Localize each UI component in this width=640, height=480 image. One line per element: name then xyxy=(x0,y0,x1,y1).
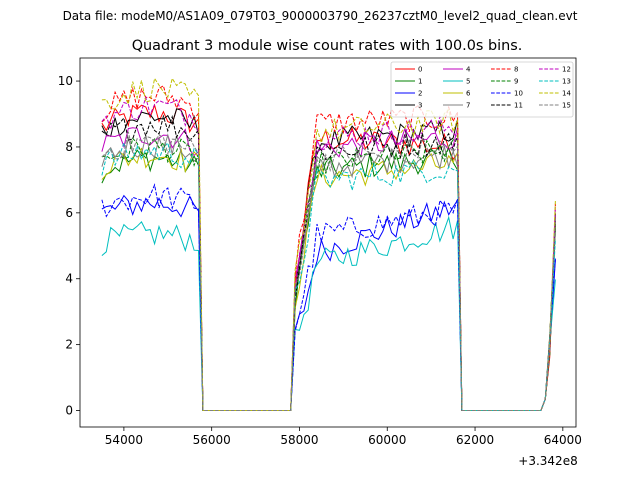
suptitle: Data file: modeM0/AS1A09_079T03_90000037… xyxy=(63,9,578,23)
y-tick-label: 4 xyxy=(65,272,73,286)
x-tick-label: 58000 xyxy=(280,433,318,447)
x-tick-label: 62000 xyxy=(456,433,494,447)
legend-label-10: 10 xyxy=(514,90,523,98)
x-tick-label: 60000 xyxy=(368,433,406,447)
legend-label-9: 9 xyxy=(514,78,518,86)
legend-label-0: 0 xyxy=(418,66,422,74)
x-tick-label: 64000 xyxy=(544,433,582,447)
y-tick-label: 10 xyxy=(58,74,73,88)
y-tick-label: 6 xyxy=(65,206,73,220)
series-line-12 xyxy=(101,95,556,411)
legend-label-7: 7 xyxy=(466,102,470,110)
legend-label-1: 1 xyxy=(418,78,422,86)
legend-label-15: 15 xyxy=(562,102,571,110)
legend-label-13: 13 xyxy=(562,78,571,86)
y-tick-label: 2 xyxy=(65,338,73,352)
series-line-13 xyxy=(101,141,556,411)
axis-layer: 54000 56000 58000 60000 62000 64000 0 2 4 6 8 10 xyxy=(58,74,582,447)
series-line-15 xyxy=(101,131,556,411)
legend-label-3: 3 xyxy=(418,102,422,110)
y-tick-label: 0 xyxy=(65,404,73,418)
legend-label-6: 6 xyxy=(466,90,471,98)
series-line-9 xyxy=(101,137,556,411)
legend-label-5: 5 xyxy=(466,78,470,86)
legend-label-8: 8 xyxy=(514,66,518,74)
chart-title: Quadrant 3 module wise count rates with … xyxy=(132,38,523,54)
x-offset-label: +3.342e8 xyxy=(518,454,577,468)
legend-label-12: 12 xyxy=(562,66,571,74)
legend-label-2: 2 xyxy=(418,90,422,98)
x-tick-label: 56000 xyxy=(193,433,231,447)
legend-label-11: 11 xyxy=(514,102,523,110)
y-tick-label: 8 xyxy=(65,140,73,154)
legend-frame xyxy=(390,61,574,118)
x-tick-label: 54000 xyxy=(105,433,143,447)
legend-label-14: 14 xyxy=(562,90,571,98)
legend-label-4: 4 xyxy=(466,66,471,74)
plot-frame xyxy=(79,57,577,428)
series-layer xyxy=(101,77,556,411)
